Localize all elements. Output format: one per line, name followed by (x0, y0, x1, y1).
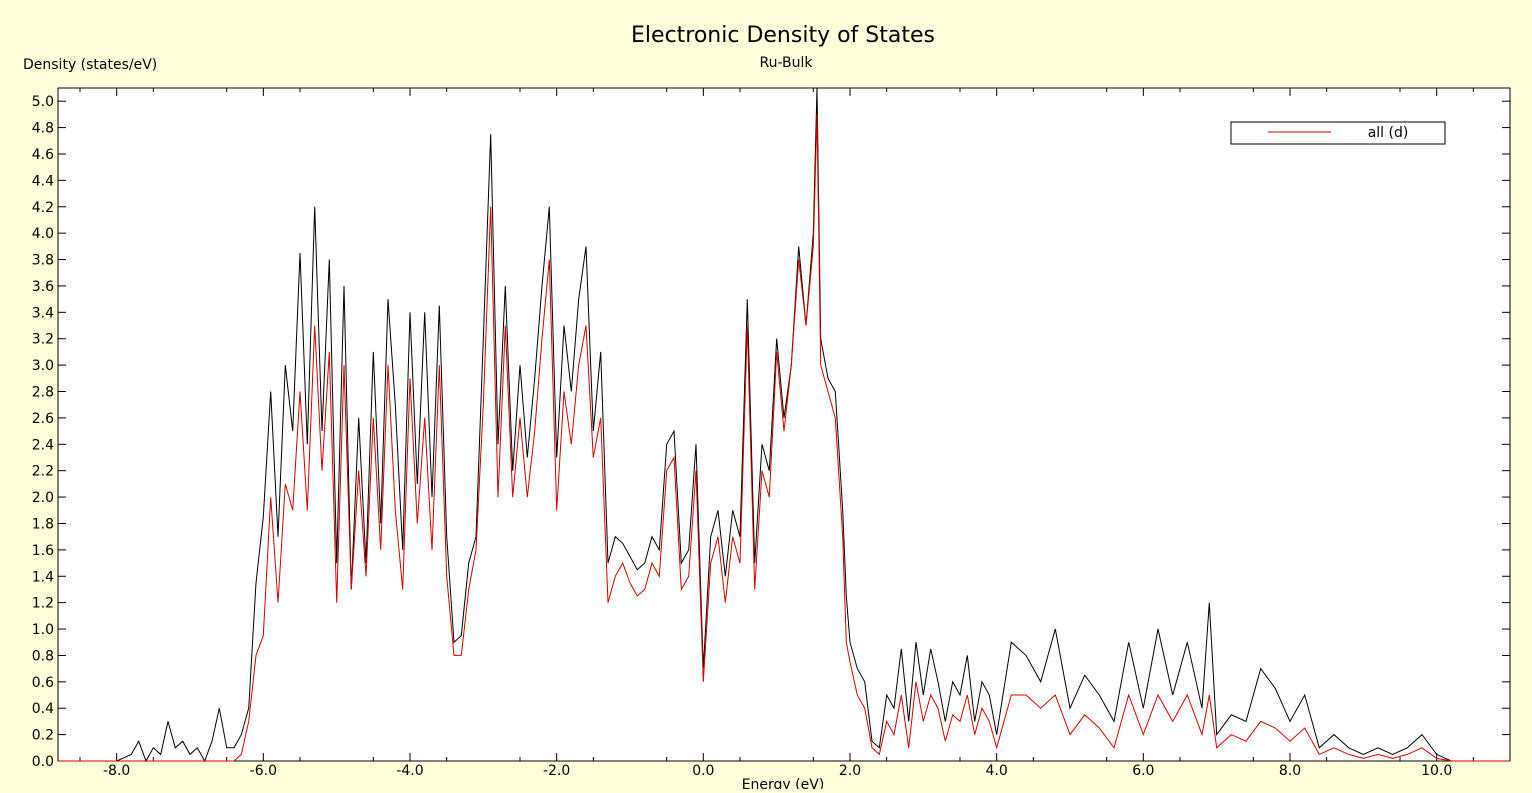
chart-subtitle: Ru-Bulk (760, 55, 814, 71)
y-axis-label: Density (states/eV) (23, 57, 157, 73)
x-tick-label-4-0: 4.0 (986, 763, 1008, 779)
y-tick-label-4-2: 4.2 (32, 200, 54, 216)
ticks-layer: -8.0 -6.0 -4.0 -2.0 0.0 2.0 4.0 6.0 8.0 10.0 0.0 0.… (32, 88, 1510, 779)
x-tick-label-10-0: 10.0 (1421, 763, 1452, 779)
x-tick-label-0-0: 0.0 (692, 763, 714, 779)
y-tick-label-3-8: 3.8 (32, 253, 54, 269)
legend-label-all-d: all (d) (1368, 125, 1409, 141)
y-tick-label-4-6: 4.6 (32, 147, 54, 163)
series-line-total (58, 87, 1510, 763)
y-tick-label-0-4: 0.4 (32, 701, 54, 717)
y-tick-label-2-2: 2.2 (32, 464, 54, 480)
x-tick-label-4-0: -4.0 (396, 763, 423, 779)
y-tick-label-2-8: 2.8 (32, 385, 54, 401)
y-tick-label-3-6: 3.6 (32, 279, 54, 295)
y-tick-label-3-2: 3.2 (32, 332, 54, 348)
y-tick-label-2-4: 2.4 (32, 437, 54, 453)
plot-area (57, 87, 1511, 762)
y-tick-label-4-4: 4.4 (32, 173, 54, 189)
x-tick-label-2-0: 2.0 (839, 763, 861, 779)
y-tick-label-0-2: 0.2 (32, 728, 54, 744)
y-tick-label-1-0: 1.0 (32, 622, 54, 638)
chart-title: Electronic Density of States (631, 23, 935, 48)
x-axis-label: Energy (eV) (742, 777, 825, 789)
y-tick-label-0-6: 0.6 (32, 675, 54, 691)
y-tick-label-4-0: 4.0 (32, 226, 54, 242)
x-tick-label-8-0: 8.0 (1279, 763, 1301, 779)
x-tick-label-2-0: -2.0 (543, 763, 570, 779)
series-line-all-d (58, 114, 1510, 762)
y-tick-label-0-8: 0.8 (32, 648, 54, 664)
y-tick-label-3-4: 3.4 (32, 305, 54, 321)
y-tick-label-2-6: 2.6 (32, 411, 54, 427)
y-tick-label-3-0: 3.0 (32, 358, 54, 374)
legend: all (d) (1230, 121, 1446, 145)
x-tick-label-8-0: -8.0 (103, 763, 130, 779)
y-tick-label-2-0: 2.0 (32, 490, 54, 506)
series-layer (58, 87, 1510, 763)
legend-box (1230, 121, 1446, 145)
y-tick-label-1-2: 1.2 (32, 596, 54, 612)
y-tick-label-1-6: 1.6 (32, 543, 54, 559)
y-tick-label-0-0: 0.0 (32, 754, 54, 770)
x-tick-label-6-0: -6.0 (250, 763, 277, 779)
y-tick-label-4-8: 4.8 (32, 121, 54, 137)
x-tick-label-6-0: 6.0 (1132, 763, 1154, 779)
y-tick-label-1-8: 1.8 (32, 516, 54, 532)
y-tick-label-5-0: 5.0 (32, 94, 54, 110)
y-tick-label-1-4: 1.4 (32, 569, 54, 585)
